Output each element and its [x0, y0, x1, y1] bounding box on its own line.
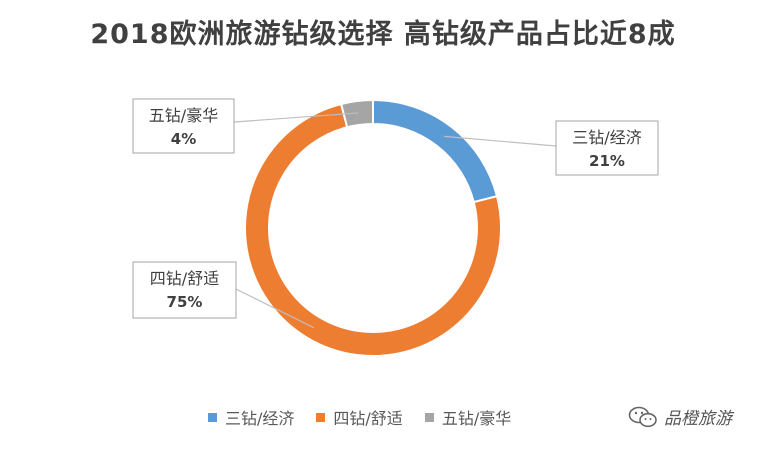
legend-swatch-luxury	[424, 412, 434, 422]
data-label-category-luxury: 五钻/豪华	[149, 106, 218, 125]
legend-label-comfort: 四钻/舒适	[333, 409, 403, 428]
legend-item-economy: 三钻/经济	[208, 405, 294, 429]
watermark-text: 品橙旅游	[664, 409, 732, 429]
legend-item-luxury: 五钻/豪华	[424, 405, 512, 429]
slice-comfort	[244, 102, 502, 357]
legend-swatch-economy	[208, 412, 217, 422]
chart-title: 2018欧洲旅游钻级选择 高钻级产品占比近8成	[90, 19, 676, 50]
slice-economy	[372, 98, 499, 204]
watermark: 品橙旅游	[628, 404, 732, 429]
legend-item-comfort: 四钻/舒适	[316, 405, 403, 429]
data-label-category-comfort: 四钻/舒适	[150, 269, 219, 288]
data-label-category-economy: 三钻/经济	[572, 128, 641, 147]
legend-label-economy: 三钻/经济	[225, 409, 295, 428]
data-label-value-comfort: 75%	[167, 293, 203, 311]
slice-luxury	[339, 98, 374, 129]
chart-legend: 三钻/经济 四钻/舒适 五钻/豪华	[208, 405, 511, 429]
data-label-box-comfort	[132, 261, 237, 319]
leader-line-luxury	[233, 112, 359, 123]
data-label-value-luxury: 4%	[171, 130, 196, 148]
legend-swatch-comfort	[316, 412, 326, 422]
leader-line-comfort	[235, 288, 315, 329]
data-label-box-economy	[555, 120, 659, 176]
data-label-value-economy: 21%	[589, 152, 625, 170]
legend-label-luxury: 五钻/豪华	[441, 409, 512, 428]
leader-line-economy	[444, 135, 557, 147]
data-label-box-luxury	[132, 98, 235, 154]
wechat-icon	[628, 406, 657, 427]
